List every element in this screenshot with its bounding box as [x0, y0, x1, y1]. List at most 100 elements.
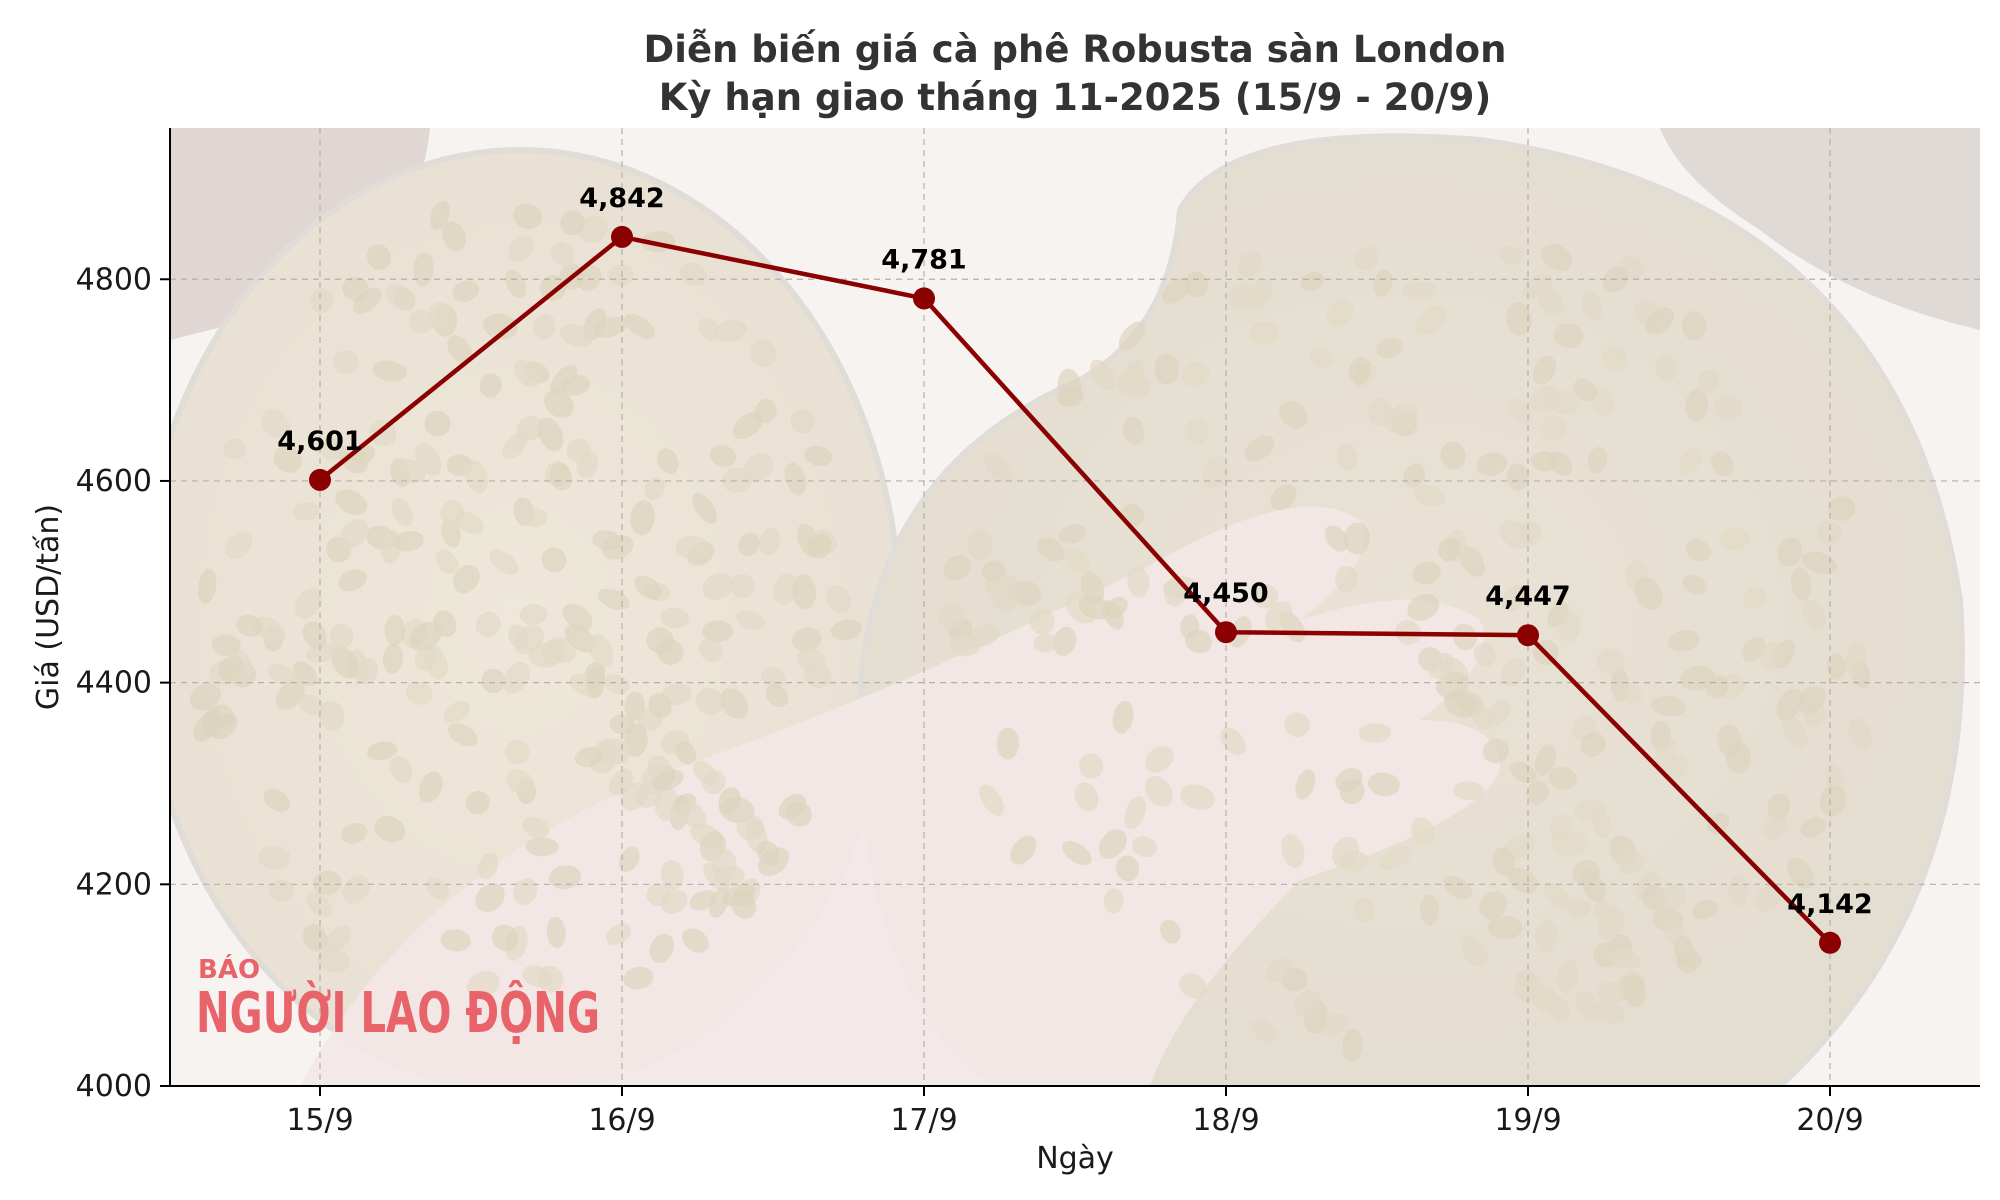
coffee-bean: [1580, 732, 1606, 757]
coffee-bean: [1592, 810, 1612, 838]
coffee-bean: [385, 283, 416, 311]
coffee-bean: [294, 587, 323, 619]
coffee-bean: [415, 443, 442, 476]
x-tick-label: 19/9: [1494, 1103, 1561, 1138]
coffee-bean: [261, 409, 291, 439]
coffee-bean: [630, 500, 655, 536]
coffee-bean: [550, 241, 575, 266]
coffee-bean: [1726, 740, 1751, 774]
coffee-bean: [698, 317, 719, 341]
data-label: 4,450: [1183, 578, 1268, 609]
coffee-bean: [1057, 386, 1084, 408]
coffee-bean: [1264, 601, 1293, 631]
coffee-bean: [1612, 680, 1643, 704]
coffee-bean: [1065, 548, 1090, 573]
coffee-bean: [508, 235, 534, 262]
coffee-bean: [732, 412, 763, 440]
coffee-bean: [319, 700, 345, 731]
coffee-bean: [743, 452, 774, 482]
coffee-bean: [804, 446, 833, 467]
coffee-bean: [1407, 594, 1440, 621]
coffee-bean: [306, 892, 333, 918]
coffee-bean: [339, 519, 369, 549]
coffee-bean: [1544, 882, 1572, 909]
coffee-bean: [559, 324, 594, 348]
coffee-bean: [652, 769, 684, 791]
y-tick-label: 4200: [76, 867, 152, 902]
data-point: [309, 468, 331, 491]
coffee-bean: [1033, 633, 1058, 653]
coffee-bean: [1679, 665, 1716, 691]
coffee-bean: [738, 532, 761, 557]
coffee-bean: [1249, 321, 1280, 345]
coffee-bean: [1596, 981, 1626, 1004]
coffee-bean: [1131, 836, 1157, 858]
coffee-bean: [1124, 796, 1147, 829]
coffee-bean: [452, 565, 480, 594]
coffee-bean: [1663, 917, 1684, 944]
coffee-bean: [991, 586, 1019, 613]
coffee-bean: [513, 360, 541, 388]
coffee-bean: [1819, 784, 1846, 817]
y-tick-label: 4400: [76, 666, 152, 701]
coffee-bean: [1098, 829, 1127, 859]
coffee-bean: [441, 519, 461, 548]
coffee-bean: [409, 309, 434, 334]
coffee-bean: [1326, 298, 1354, 328]
coffee-bean: [189, 683, 221, 711]
coffee-bean: [624, 313, 655, 340]
coffee-bean: [826, 585, 852, 614]
x-axis-ticks: 15/9 16/9 17/9 18/9 19/9 20/9: [286, 1086, 1864, 1138]
newspaper-watermark: BÁO NGƯỜI LAO ĐỘNG: [196, 953, 600, 1046]
coffee-bean: [1499, 520, 1532, 549]
coffee-bean: [548, 865, 582, 890]
y-axis-label: Giá (USD/tấn): [31, 504, 66, 710]
coffee-bean: [477, 852, 499, 880]
coffee-bean: [1707, 812, 1730, 835]
coffee-bean: [1336, 444, 1358, 471]
coffee-bean: [1791, 567, 1812, 601]
coffee-bean: [1112, 700, 1134, 734]
coffee-bean: [1541, 244, 1572, 271]
coffee-bean: [225, 530, 253, 560]
coffee-bean: [1294, 989, 1321, 1017]
coffee-bean: [1482, 738, 1509, 764]
coffee-bean: [1453, 781, 1485, 801]
coffee-bean: [1532, 355, 1557, 385]
coffee-bean: [405, 681, 433, 705]
coffee-bean: [1552, 830, 1588, 857]
coffee-bean: [1540, 415, 1567, 441]
coffee-bean: [1602, 346, 1627, 372]
coffee-bean: [657, 448, 679, 474]
coffee-bean: [1763, 814, 1788, 841]
coffee-bean: [1566, 898, 1592, 918]
coffee-bean: [1592, 1001, 1627, 1024]
coffee-bean: [1476, 452, 1508, 476]
coffee-bean: [384, 614, 405, 647]
coffee-bean: [1826, 653, 1846, 680]
coffee-bean: [316, 949, 351, 973]
coffee-bean: [1622, 974, 1647, 1008]
coffee-bean: [1244, 435, 1275, 462]
coffee-bean: [372, 360, 407, 382]
coffee-bean: [1029, 608, 1055, 635]
coffee-bean: [522, 816, 550, 839]
coffee-bean: [479, 373, 502, 398]
coffee-bean: [730, 889, 757, 919]
coffee-bean: [393, 459, 426, 484]
coffee-bean: [1641, 885, 1669, 911]
coffee-bean: [1506, 301, 1532, 336]
coffee-bean: [435, 549, 459, 575]
coffee-bean: [785, 800, 812, 827]
coffee-beans-background-image: [170, 128, 1980, 1086]
series-line: [318, 234, 1832, 945]
coffee-bean: [1413, 485, 1446, 507]
coffee-bean: [968, 528, 993, 561]
coffee-bean: [675, 740, 697, 765]
coffee-bean: [1535, 920, 1558, 954]
coffee-bean: [649, 933, 674, 964]
coffee-bean: [374, 816, 406, 843]
coffee-bean: [1154, 353, 1180, 385]
coffee-bean: [656, 638, 684, 666]
coffee-bean: [1681, 311, 1707, 341]
